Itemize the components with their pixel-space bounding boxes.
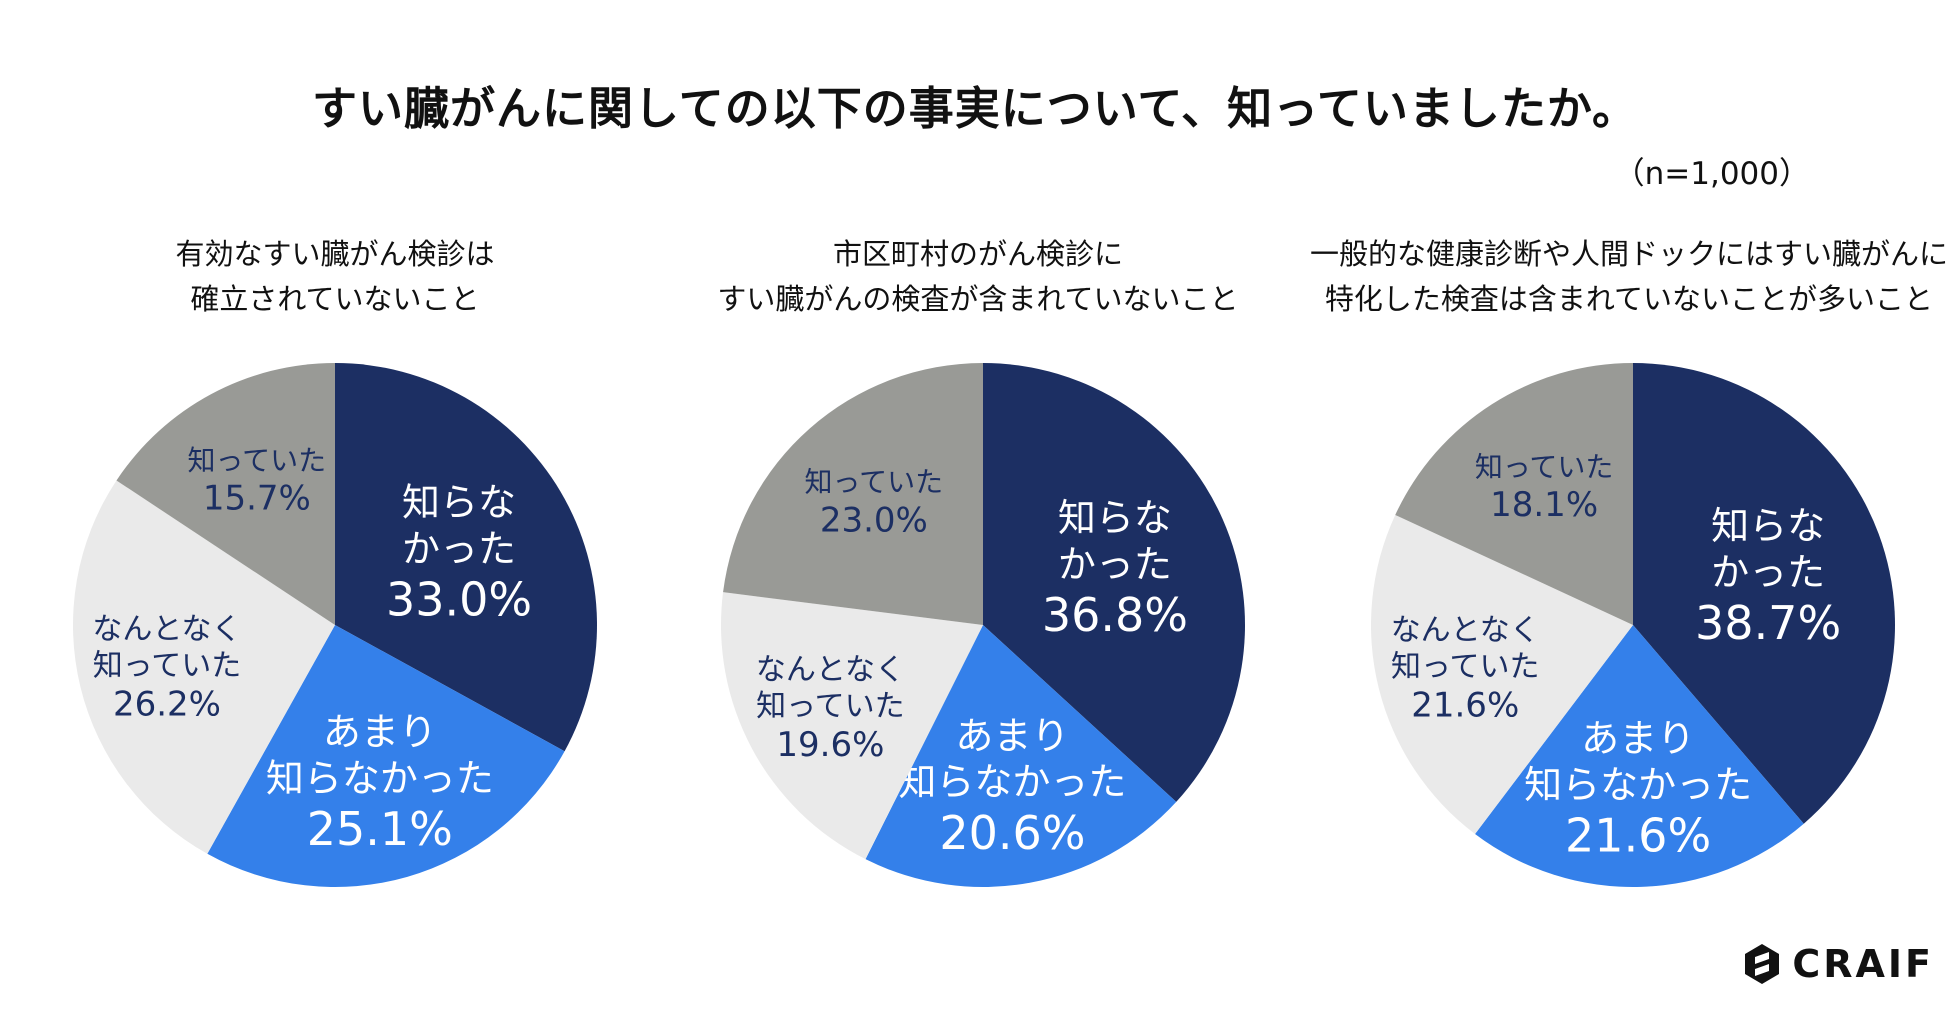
chart-2-title-line-2: すい臓がんの検査が含まれていないこと — [717, 282, 1239, 316]
chart-3-title-line-1: 一般的な健康診断や人間ドックにはすい臓がんに — [1309, 237, 1948, 271]
pie-2-label-somewhat-knew-line-2: 知っていた — [756, 689, 905, 724]
chart-3-title: 一般的な健康診断や人間ドックにはすい臓がんに 特化した検査は含まれていないことが… — [1309, 232, 1949, 322]
pie-2-value-knew: 23.0% — [820, 500, 928, 540]
pie-2-slice-barely-knew — [865, 625, 1177, 887]
pie-1-label-somewhat-knew-line-1: なんとなく — [92, 612, 241, 647]
pie-chart-2: 知らなかった36.8%あまり知らなかった20.6%なんとなく知っていた19.6%… — [721, 363, 1245, 887]
brand-logo: CRAIF — [1744, 942, 1934, 986]
pie-chart-1: 知らなかった33.0%あまり知らなかった25.1%なんとなく知っていた26.2%… — [72, 363, 597, 887]
pie-2-label-knew-line-1: 知っていた — [805, 466, 944, 499]
chart-1-title-line-1: 有効なすい臓がん検診は — [175, 237, 495, 271]
pie-2-slice-knew — [723, 363, 983, 625]
pie-2-value-did-not-know: 36.8% — [1042, 588, 1188, 642]
pie-1-label-barely-knew-line-1: あまり — [323, 710, 437, 754]
pie-1-slice-somewhat-knew — [72, 480, 335, 854]
pie-1-label-somewhat-knew-line-2: 知っていた — [93, 649, 242, 684]
pie-3-value-did-not-know: 38.7% — [1695, 596, 1841, 650]
pie-3-label-did-not-know-line-1: 知らな — [1711, 504, 1825, 548]
chart-1-title: 有効なすい臓がん検診は 確立されていないこと — [15, 232, 655, 322]
pie-3-value-somewhat-knew: 21.6% — [1411, 686, 1519, 726]
pie-3-label-somewhat-knew-line-1: なんとなく — [1391, 613, 1540, 648]
chart-2-title-line-1: 市区町村のがん検診に — [832, 237, 1123, 271]
pie-2-value-somewhat-knew: 19.6% — [776, 725, 884, 765]
pie-3-slice-somewhat-knew — [1371, 514, 1633, 835]
pie-1-slice-knew — [116, 363, 335, 625]
pie-2-value-barely-knew: 20.6% — [939, 806, 1085, 860]
pie-1-label-barely-knew-line-2: 知らなかった — [266, 757, 494, 801]
pie-3-value-barely-knew: 21.6% — [1565, 808, 1711, 862]
pie-1-value-barely-knew: 25.1% — [307, 802, 453, 856]
chart-1-title-line-2: 確立されていないこと — [190, 282, 480, 316]
pie-2-label-did-not-know-line-2: かった — [1058, 542, 1172, 586]
pie-1-value-did-not-know: 33.0% — [386, 573, 532, 627]
pie-2-label-did-not-know-line-1: 知らな — [1058, 496, 1172, 540]
pie-1-value-somewhat-knew: 26.2% — [113, 685, 221, 725]
chart-2-title: 市区町村のがん検診に すい臓がんの検査が含まれていないこと — [658, 232, 1298, 322]
brand-name: CRAIF — [1792, 942, 1934, 986]
pie-1-label-did-not-know-line-2: かった — [402, 527, 516, 571]
pie-1-label-did-not-know-line-1: 知らな — [402, 481, 516, 525]
pie-3-label-barely-knew-line-1: あまり — [1581, 716, 1695, 760]
pie-1-slice-barely-knew — [207, 625, 565, 887]
pie-2-label-somewhat-knew-line-1: なんとなく — [756, 652, 905, 687]
chart-3-title-line-2: 特化した検査は含まれていないことが多いこと — [1324, 282, 1934, 316]
pie-3-slice-barely-knew — [1475, 625, 1804, 887]
pie-chart-3: 知らなかった38.7%あまり知らなかった21.6%なんとなく知っていた21.6%… — [1371, 363, 1895, 887]
pie-3-label-barely-knew-line-2: 知らなかった — [1524, 763, 1752, 807]
pie-3-value-knew: 18.1% — [1490, 485, 1598, 525]
pie-3-slice-did-not-know — [1633, 363, 1895, 824]
chart-main-title: すい臓がんに関しての以下の事実について、知っていましたか。 — [312, 82, 1638, 135]
sample-size-note: （n=1,000） — [1613, 156, 1810, 192]
pie-2-slice-did-not-know — [983, 363, 1245, 802]
pie-1-slice-did-not-know — [335, 363, 597, 752]
pie-2-label-barely-knew-line-2: 知らなかった — [898, 760, 1126, 804]
craif-logo-icon — [1745, 944, 1780, 984]
pie-2-label-barely-knew-line-1: あまり — [955, 714, 1069, 758]
pie-2-slice-somewhat-knew — [721, 592, 983, 860]
pie-3-label-somewhat-knew-line-2: 知っていた — [1391, 650, 1540, 685]
pie-3-label-did-not-know-line-2: かった — [1711, 550, 1825, 594]
pie-3-slice-knew — [1395, 363, 1633, 625]
pie-3-label-knew-line-1: 知っていた — [1475, 450, 1614, 483]
pie-1-value-knew: 15.7% — [203, 479, 311, 519]
pie-1-label-knew-line-1: 知っていた — [188, 444, 327, 477]
